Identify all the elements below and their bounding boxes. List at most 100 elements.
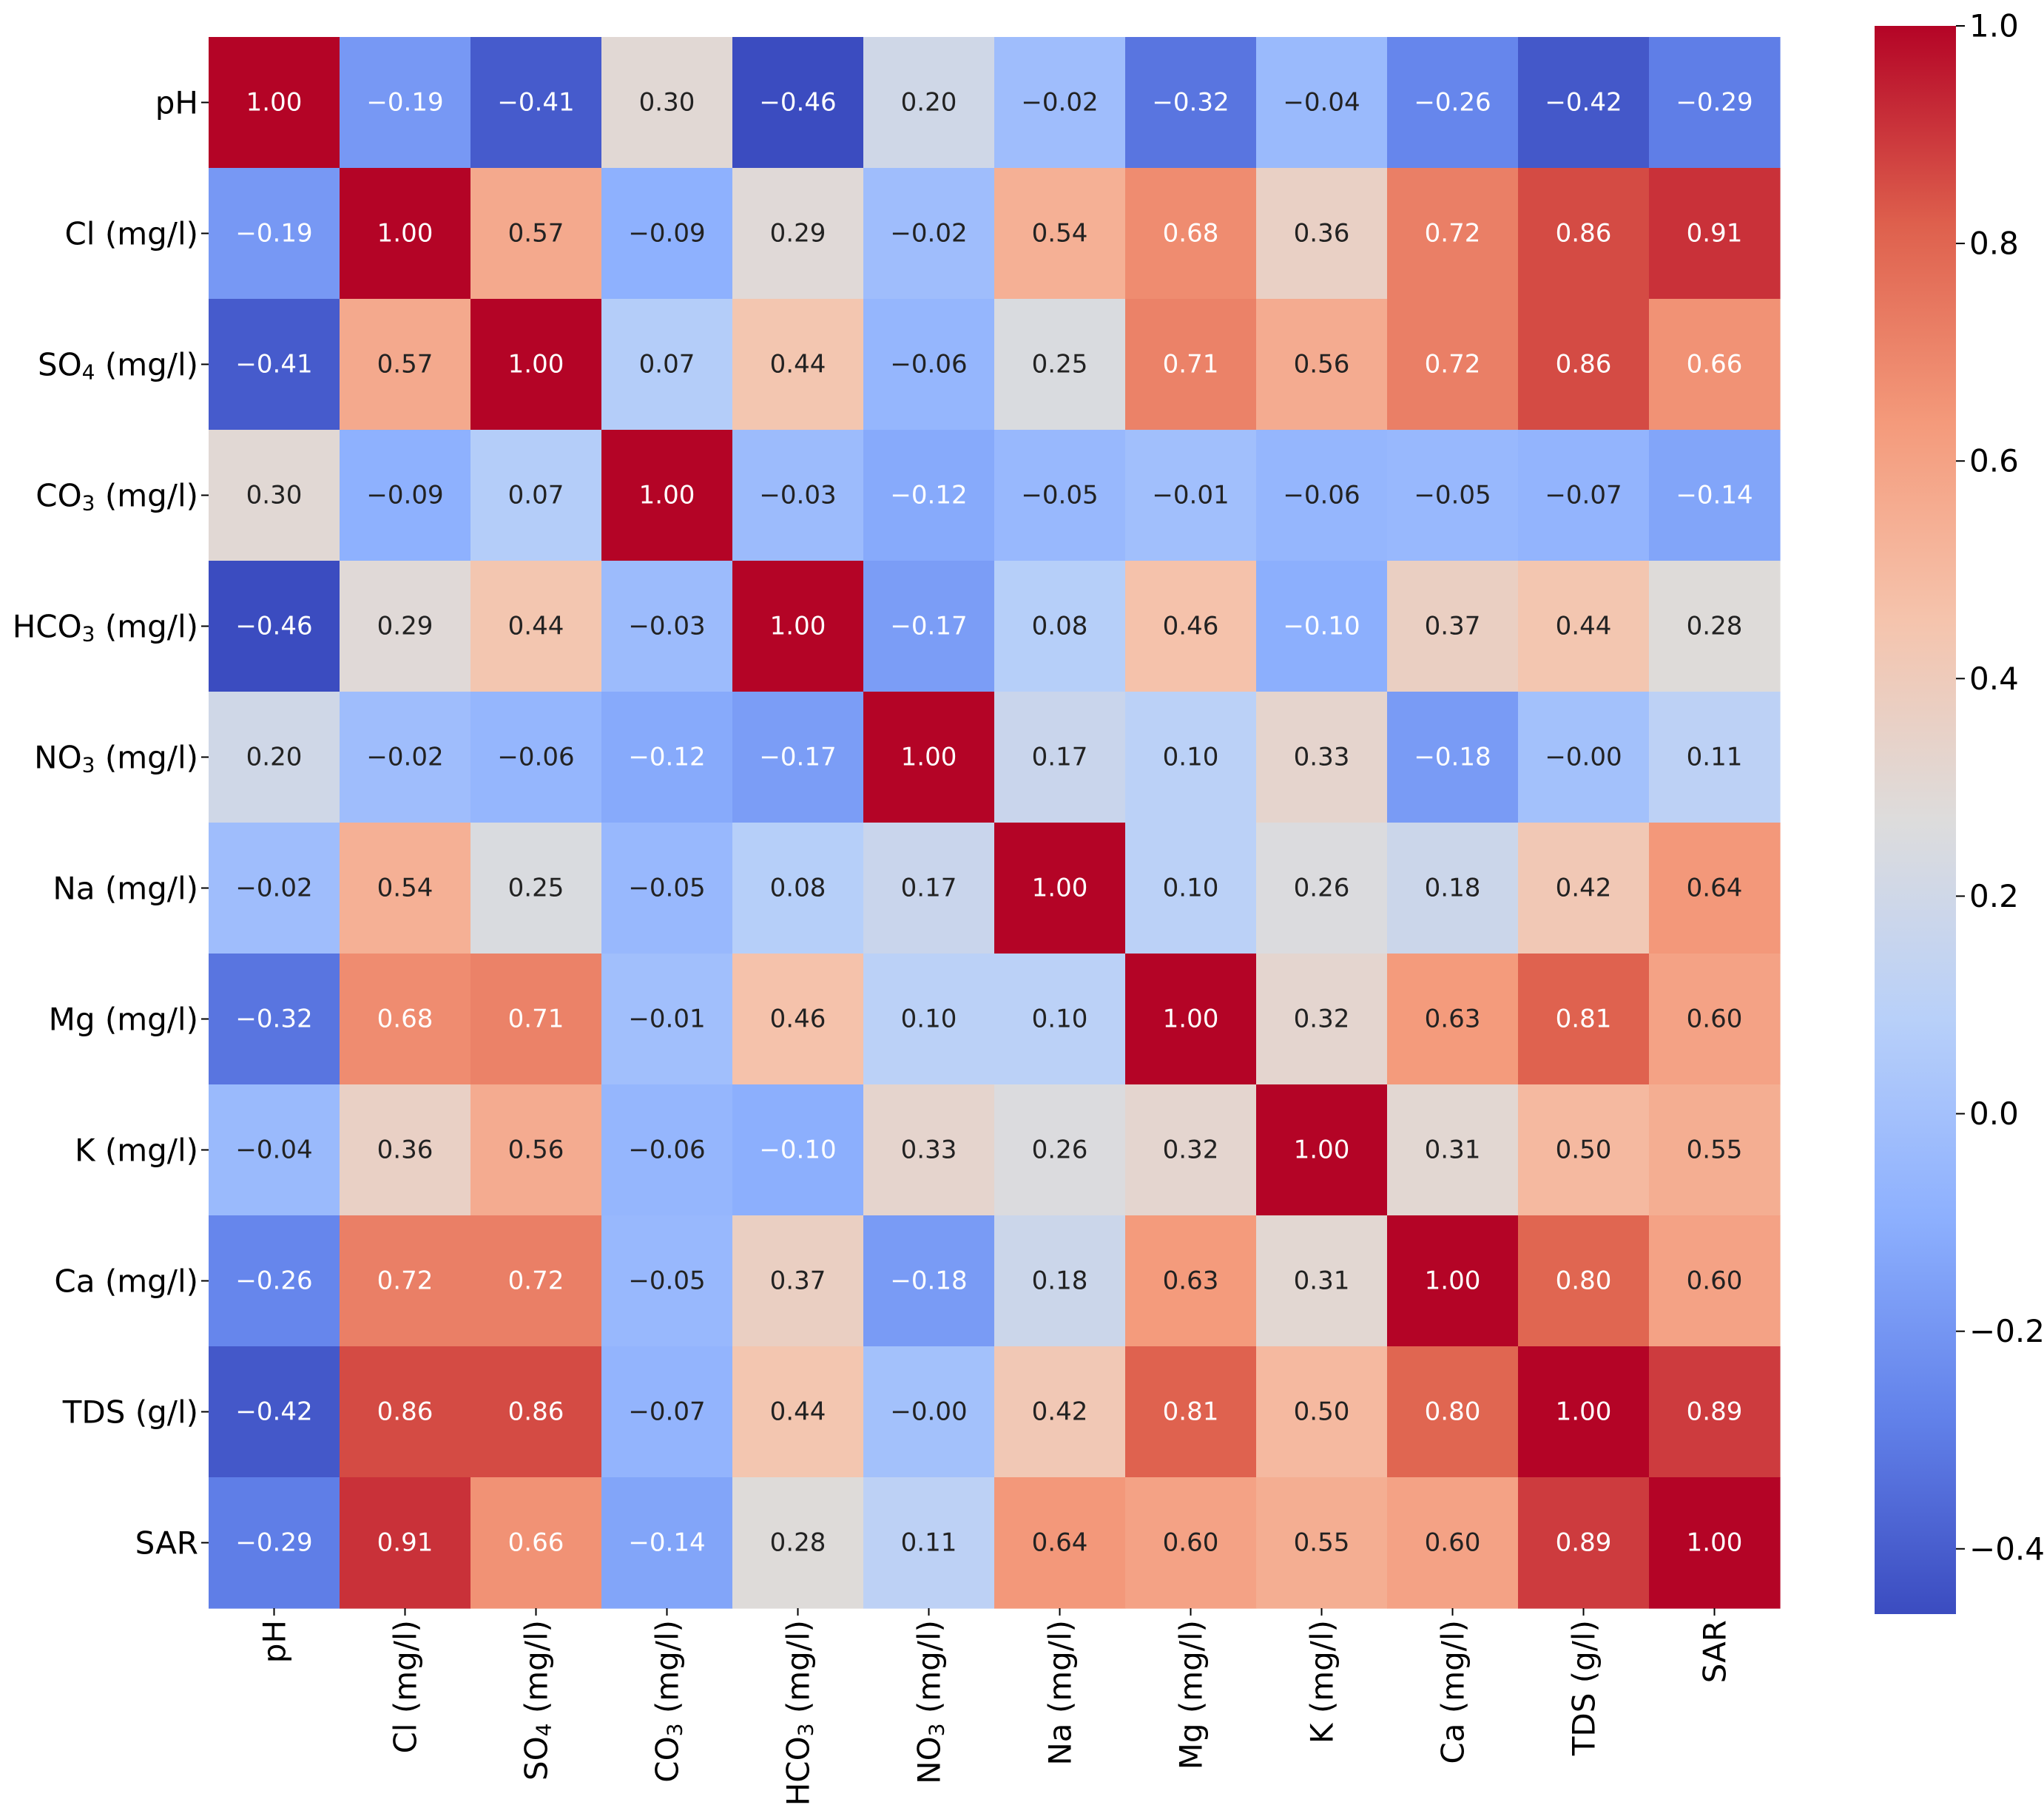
colorbar-tick-label: 0.8 [1969, 226, 2019, 262]
heatmap-cell [470, 954, 602, 1085]
y-tick-label: Na (mg/l) [53, 870, 198, 906]
cell-value-label: 0.60 [1163, 1528, 1219, 1558]
heatmap-cell [1387, 1346, 1519, 1478]
cell-value-label: 0.60 [1425, 1528, 1481, 1558]
heatmap-cell [1518, 1215, 1650, 1347]
heatmap-cell [1387, 1084, 1519, 1216]
heatmap-cell [470, 168, 602, 300]
cell-value-label: −0.07 [628, 1397, 705, 1427]
heatmap-cell [601, 1346, 733, 1478]
cell-value-label: 0.71 [508, 1005, 564, 1034]
heatmap-cell [1518, 954, 1650, 1085]
cell-value-label: −0.46 [759, 88, 836, 118]
heatmap-cell [994, 561, 1126, 692]
colorbar-tick-label: 0.0 [1969, 1096, 2019, 1132]
heatmap-cell [1518, 1084, 1650, 1216]
heatmap-cell [994, 299, 1126, 431]
cell-value-label: 0.54 [1032, 219, 1088, 249]
heatmap-cell [732, 954, 864, 1085]
cell-value-label: 1.00 [1556, 1397, 1612, 1427]
heatmap-cell [1387, 823, 1519, 954]
cell-value-label: 0.56 [1294, 350, 1350, 379]
cell-value-label: 0.55 [1687, 1135, 1743, 1165]
heatmap-cell [1387, 561, 1519, 692]
heatmap-cell [1387, 1477, 1519, 1609]
cell-value-label: −0.05 [628, 1266, 705, 1296]
heatmap-cell [1256, 299, 1388, 431]
cell-value-label: 0.46 [770, 1005, 826, 1034]
cell-value-label: −0.19 [235, 219, 312, 249]
heatmap-cell [1649, 692, 1781, 823]
cell-value-label: 0.28 [1687, 612, 1743, 641]
cell-value-label: 0.64 [1032, 1528, 1088, 1558]
cell-value-label: 0.86 [1556, 350, 1612, 379]
heatmap-cell [209, 1215, 340, 1347]
heatmap-cell [994, 954, 1126, 1085]
heatmap-cell [732, 430, 864, 561]
cell-value-label: 0.33 [901, 1135, 957, 1165]
heatmap-cell [863, 1215, 995, 1347]
heatmap-cell [1256, 168, 1388, 300]
heatmap-cell [1518, 823, 1650, 954]
cell-value-label: 0.80 [1556, 1266, 1612, 1296]
cell-value-label: 1.00 [1032, 874, 1088, 903]
cell-value-label: −0.42 [235, 1397, 312, 1427]
cell-value-label: 0.86 [1556, 219, 1612, 249]
heatmap-cell [209, 1346, 340, 1478]
cell-value-label: −0.06 [890, 350, 967, 379]
heatmap-cell [340, 299, 471, 431]
heatmap-cell [1125, 299, 1257, 431]
cell-value-label: 0.25 [508, 874, 564, 903]
heatmap-cell [1649, 1477, 1781, 1609]
heatmap-cell [340, 954, 471, 1085]
cell-value-label: 0.07 [508, 481, 564, 510]
y-tick-label: Ca (mg/l) [54, 1263, 198, 1299]
cell-value-label: 0.64 [1687, 874, 1743, 903]
cell-value-label: 0.81 [1163, 1397, 1219, 1427]
heatmap-cell [209, 37, 340, 169]
heatmap-cell [863, 823, 995, 954]
cell-value-label: 0.08 [770, 874, 826, 903]
heatmap-cell [1518, 430, 1650, 561]
heatmap-cell [1256, 692, 1388, 823]
cell-value-label: 0.33 [1294, 743, 1350, 772]
cell-value-label: 0.55 [1294, 1528, 1350, 1558]
cell-value-label: −0.29 [235, 1528, 312, 1558]
cell-value-label: 0.28 [770, 1528, 826, 1558]
cell-value-label: 0.44 [770, 350, 826, 379]
y-tick-label: CO3 (mg/l) [36, 477, 198, 515]
cell-value-label: 1.00 [1687, 1528, 1743, 1558]
cell-value-label: 0.63 [1163, 1266, 1219, 1296]
heatmap-cell [1649, 954, 1781, 1085]
cell-value-label: 0.72 [508, 1266, 564, 1296]
heatmap-cell [863, 954, 995, 1085]
cell-value-label: −0.04 [235, 1135, 312, 1165]
heatmap-cell [1125, 1477, 1257, 1609]
cell-value-label: 0.91 [377, 1528, 434, 1558]
heatmap-cell [209, 823, 340, 954]
heatmap-cell [470, 823, 602, 954]
heatmap-cell [994, 1084, 1126, 1216]
cell-value-label: −0.02 [235, 874, 312, 903]
y-tick-label: Mg (mg/l) [49, 1001, 198, 1037]
heatmap-cell [209, 954, 340, 1085]
heatmap-cell [994, 692, 1126, 823]
cell-value-label: 0.31 [1294, 1266, 1350, 1296]
heatmap-cell [1125, 823, 1257, 954]
x-tick-label: Mg (mg/l) [1173, 1620, 1209, 1769]
cell-value-label: 0.44 [508, 612, 564, 641]
heatmap-cell [1649, 37, 1781, 169]
heatmap-cell [209, 1477, 340, 1609]
cell-value-label: 0.26 [1032, 1135, 1088, 1165]
x-tick-label: TDS (g/l) [1565, 1620, 1602, 1756]
cell-value-label: 0.32 [1294, 1005, 1350, 1034]
cell-value-label: −0.18 [1414, 743, 1491, 772]
cell-value-label: 0.89 [1556, 1528, 1612, 1558]
heatmap-cell [1518, 168, 1650, 300]
x-tick-label: Ca (mg/l) [1434, 1620, 1471, 1764]
cell-value-label: −0.26 [235, 1266, 312, 1296]
heatmap-cell [994, 1346, 1126, 1478]
heatmap-cell [1125, 692, 1257, 823]
cell-value-label: 0.89 [1687, 1397, 1743, 1427]
x-tick-label: SAR [1696, 1620, 1733, 1683]
